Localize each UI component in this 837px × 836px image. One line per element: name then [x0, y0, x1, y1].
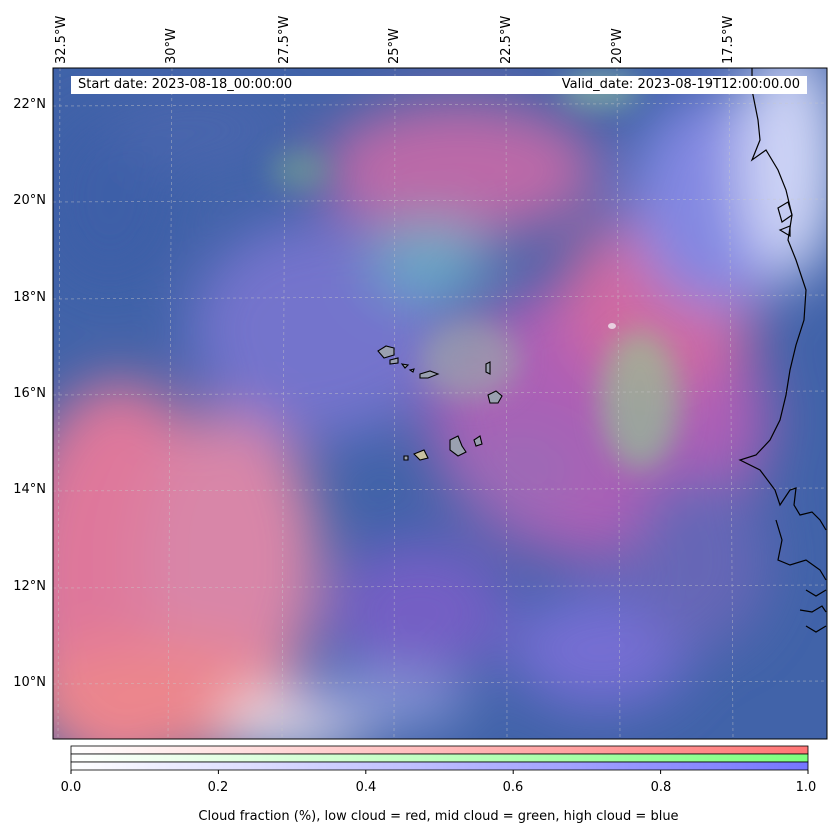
cloud-field [53, 68, 827, 739]
lat-label-3: 18°N [13, 290, 46, 305]
colorbar-tick-label: 0.8 [650, 780, 672, 795]
start-date-label: Start date: 2023-08-18_00:00:00 [78, 77, 293, 92]
lon-label-3: 27.5°W [277, 15, 292, 64]
lon-label-1: 32.5°W [54, 15, 69, 64]
coastline [738, 68, 827, 633]
lat-label-6: 12°N [13, 579, 46, 594]
lon-label-2: 30°W [164, 28, 179, 64]
colorbar-tick-label: 0.4 [355, 780, 377, 795]
colorbar-high-cloud [70, 761, 809, 771]
lon-label-4: 25°W [387, 28, 402, 64]
lon-label-5: 22.5°W [499, 15, 514, 64]
colorbar-tick-label: 0.0 [60, 780, 82, 795]
colorbar-tick-label: 1.0 [795, 780, 817, 795]
graticule [53, 68, 827, 739]
colorbar-caption: Cloud fraction (%), low cloud = red, mid… [198, 809, 679, 824]
date-info-box: Start date: 2023-08-18_00:00:00 Valid_da… [71, 76, 807, 94]
colorbar-tick-label: 0.2 [207, 780, 229, 795]
lat-label-4: 16°N [13, 386, 46, 401]
lat-label-5: 14°N [13, 482, 46, 497]
cape-verde-islands [377, 345, 503, 461]
valid-date-label: Valid_date: 2023-08-19T12:00:00.00 [561, 77, 800, 92]
colorbar-low-cloud [70, 745, 809, 755]
colorbar [70, 745, 809, 774]
colorbar-tick-label: 0.6 [502, 780, 524, 795]
lon-label-6: 20°W [610, 28, 625, 64]
lat-label-2: 20°N [13, 193, 46, 208]
lon-label-7: 17.5°W [721, 15, 736, 64]
lat-label-1: 22°N [13, 97, 46, 112]
lat-label-7: 10°N [13, 675, 46, 690]
map-frame [52, 67, 828, 740]
colorbar-mid-cloud [70, 753, 809, 763]
